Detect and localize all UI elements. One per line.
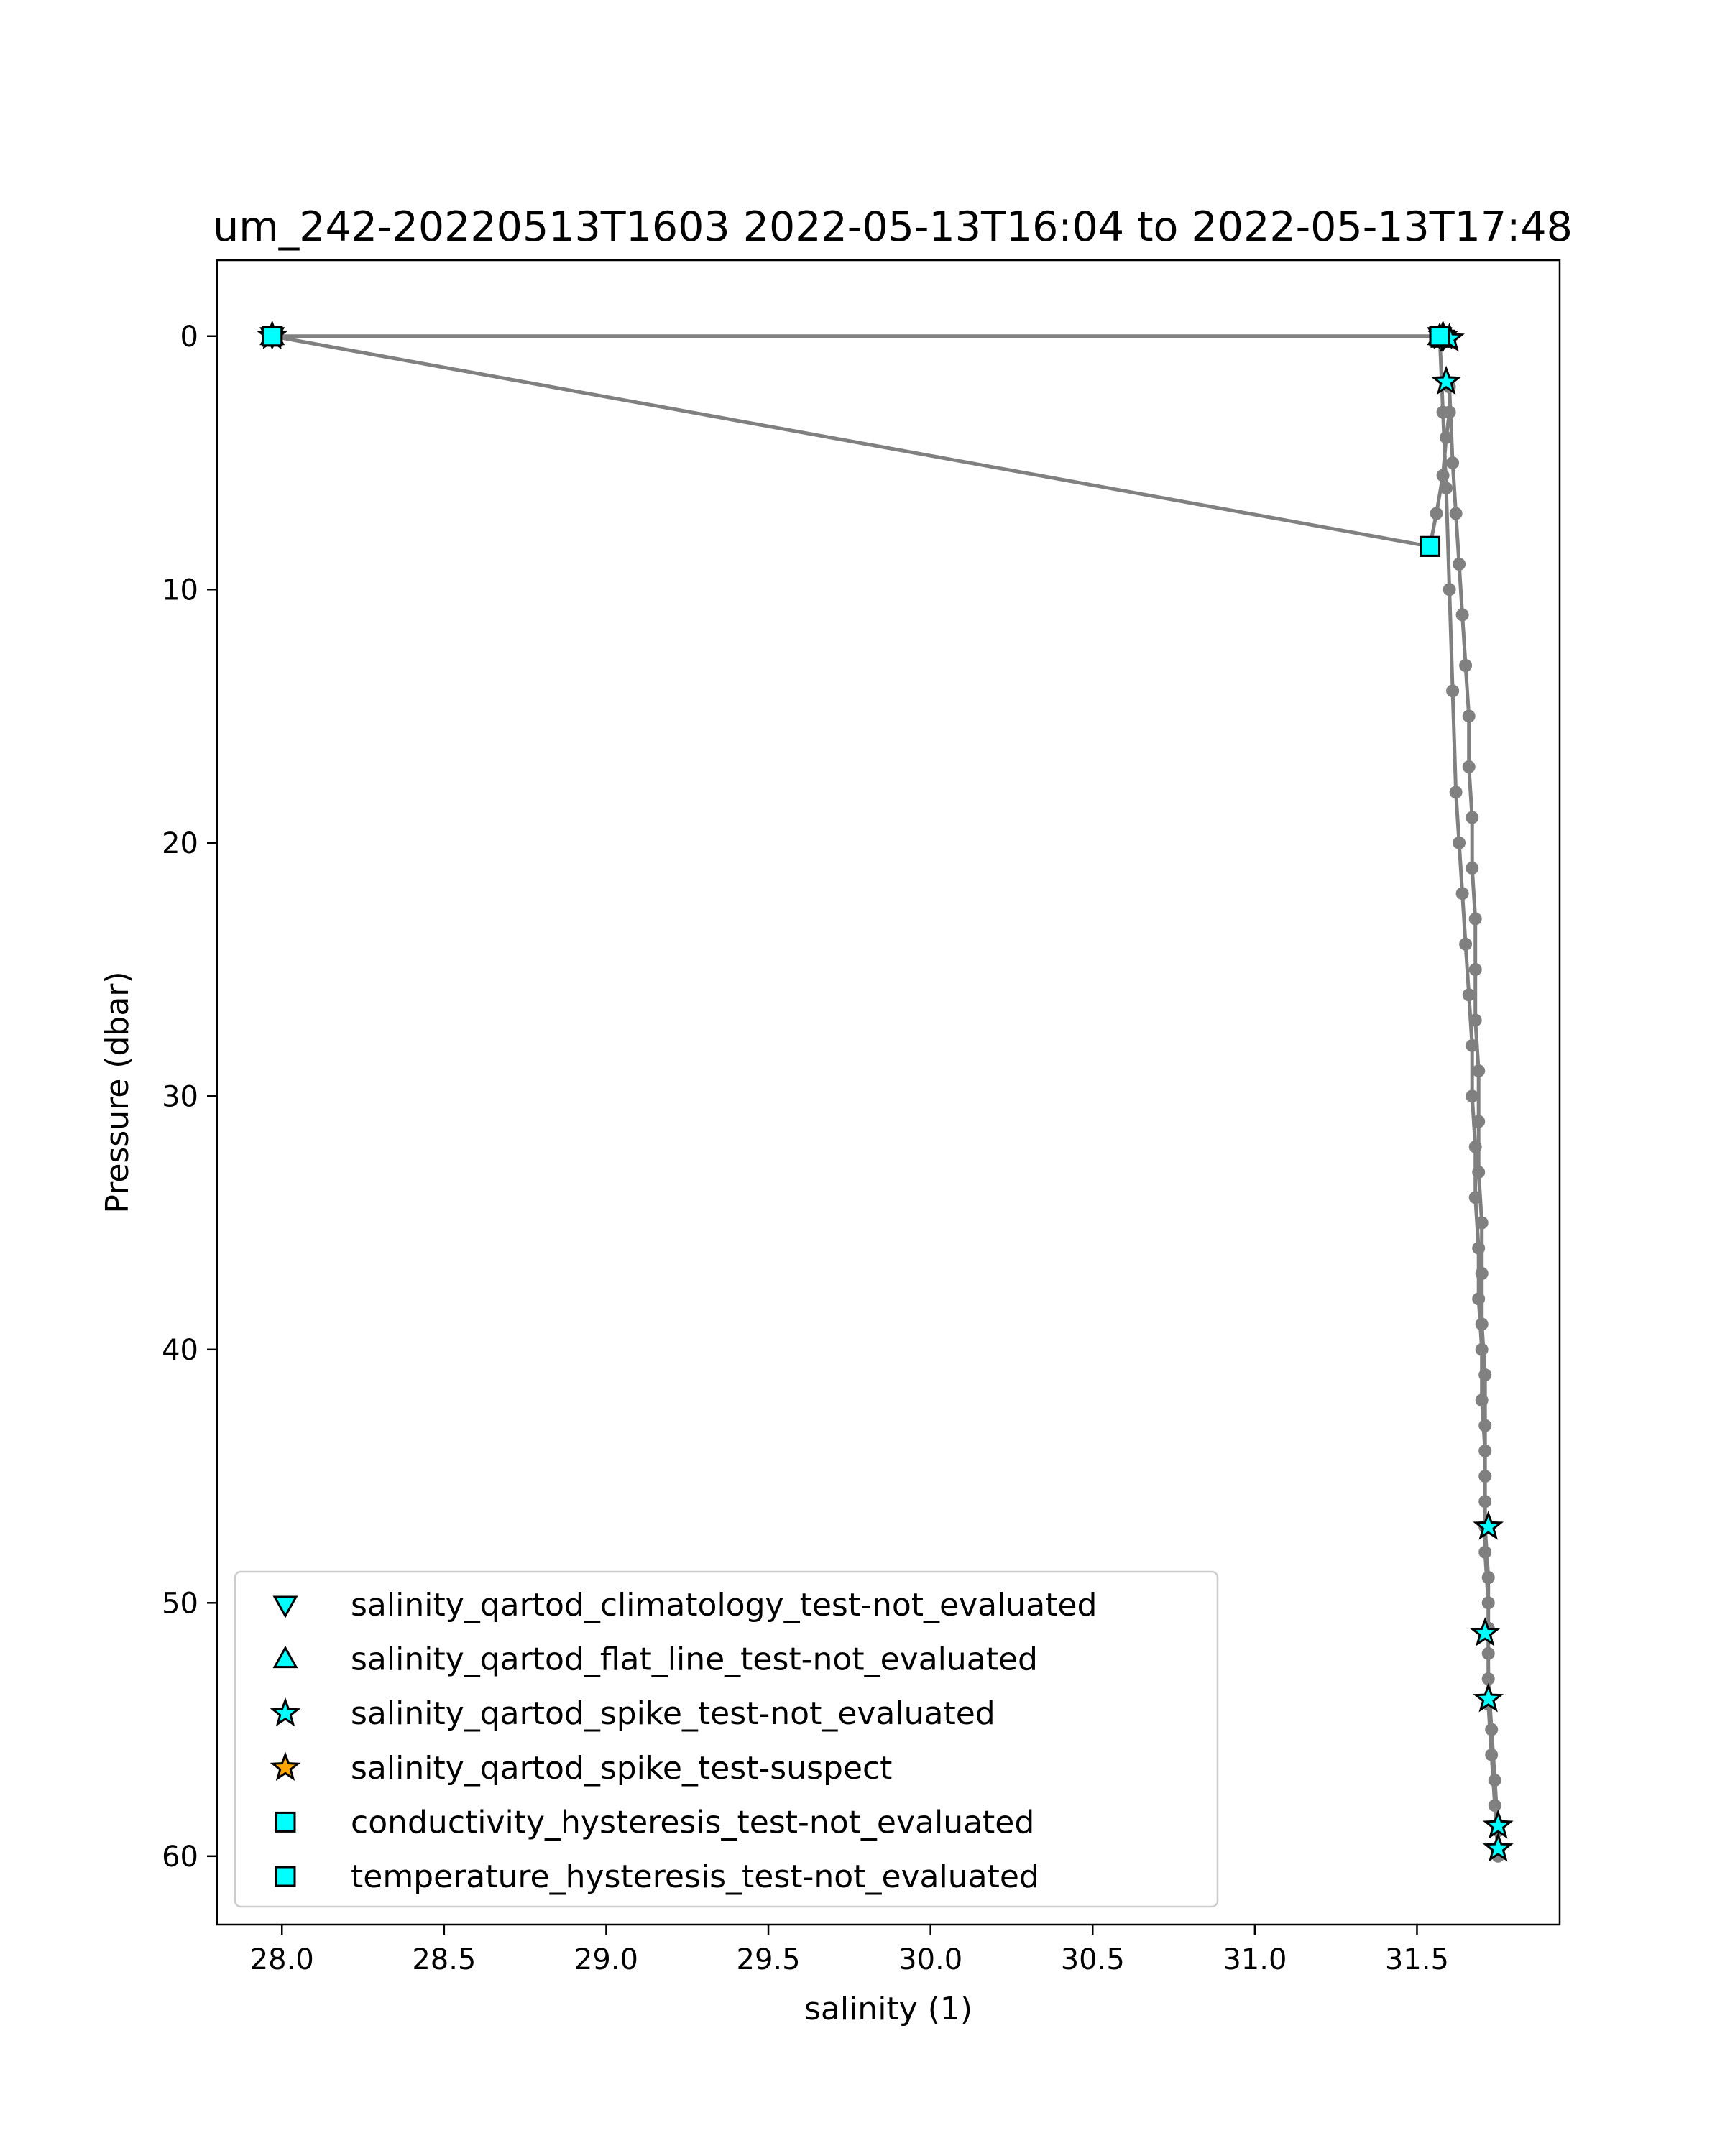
profile-point [1453, 558, 1466, 571]
x-tick-label: 28.5 [412, 1943, 476, 1976]
profile-point [1466, 1089, 1479, 1103]
y-tick-label: 20 [162, 827, 198, 860]
profile-point [1468, 1140, 1482, 1153]
profile-point [1459, 659, 1473, 672]
y-tick-label: 30 [162, 1080, 198, 1113]
profile-point [1475, 1342, 1489, 1356]
profile-point [1485, 1723, 1499, 1736]
legend-marker [270, 1751, 301, 1781]
profile-point [1478, 1495, 1492, 1508]
x-axis-label: salinity (1) [804, 1991, 972, 2027]
profile-point [1455, 887, 1469, 900]
profile-point [1466, 862, 1479, 875]
profile-point [1472, 1241, 1486, 1255]
profile-point [1453, 836, 1466, 849]
x-axis: 28.0 28.5 29.0 29.5 30.0 30.5 31.0 31.5 [250, 1925, 1449, 1976]
profile-point [1481, 1672, 1495, 1686]
profile-point [1478, 1419, 1492, 1432]
profile-point [1488, 1774, 1501, 1787]
x-tick-label: 29.5 [737, 1943, 801, 1976]
profile-point [1478, 1368, 1492, 1382]
profile-point [1430, 507, 1443, 520]
profile-point [1455, 608, 1469, 622]
profile-point [1472, 1064, 1486, 1077]
profile-point [1472, 1292, 1486, 1306]
qc-flag-point [1473, 1682, 1504, 1713]
profile-point [1468, 963, 1482, 976]
chart-title: um_242-20220513T1603 2022-05-13T16:04 to… [213, 203, 1573, 251]
profile-point [1481, 1596, 1495, 1610]
profile-point [1478, 1545, 1492, 1559]
qc-flag-point [262, 326, 283, 347]
profile-point [1485, 1748, 1499, 1761]
plot-frame [216, 259, 1561, 1926]
legend-marker [272, 1645, 298, 1669]
profile-point [1478, 1470, 1492, 1483]
profile-point [1468, 1191, 1482, 1204]
legend-entry: salinity_qartod_spike_test-suspect [351, 1750, 892, 1787]
legend-entry: conductivity_hysteresis_test-not_evaluat… [351, 1804, 1034, 1841]
y-tick-label: 50 [162, 1587, 198, 1620]
profile-point [1443, 583, 1456, 596]
profile-point [1481, 1646, 1495, 1660]
profile-point [1446, 684, 1460, 698]
profile-point [1436, 405, 1450, 419]
qc-flag-point [1429, 326, 1450, 347]
legend-box [234, 1570, 1219, 1908]
qc-flag-point [1482, 1810, 1514, 1839]
y-tick-label: 40 [162, 1334, 198, 1367]
profile-point [1446, 456, 1460, 469]
qc-flag-point [1469, 1617, 1501, 1646]
y-tick-label: 60 [162, 1841, 198, 1874]
legend: salinity_qartod_climatology_test-not_eva… [234, 1570, 1219, 1908]
y-axis-label: Pressure (dbar) [99, 971, 136, 1213]
profile-point [1475, 1317, 1489, 1331]
plot-content [257, 320, 1514, 1863]
profile-point [1440, 482, 1453, 495]
x-tick-label: 30.5 [1061, 1943, 1125, 1976]
x-tick-label: 31.0 [1223, 1943, 1287, 1976]
legend-marker [270, 1697, 301, 1727]
profile-point [1436, 469, 1450, 482]
y-tick-label: 10 [162, 573, 198, 607]
y-tick-label: 0 [180, 321, 198, 354]
x-tick-label: 31.5 [1385, 1943, 1449, 1976]
profile-point [1488, 1799, 1501, 1812]
profile-point [1440, 430, 1453, 444]
profile-point [1466, 1038, 1479, 1052]
legend-entry: salinity_qartod_flat_line_test-not_evalu… [351, 1641, 1038, 1678]
series-temperature_hysteresis_test-not_evaluated [262, 326, 1450, 557]
qc-flag-point [1430, 365, 1462, 395]
qc-flag-point [1482, 1832, 1514, 1862]
legend-marker [275, 1811, 296, 1833]
legend-marker [275, 1866, 296, 1887]
profile-point [1468, 912, 1482, 926]
profile-point [1472, 1115, 1486, 1128]
profile-point [1475, 1393, 1489, 1407]
profile-point [1449, 507, 1463, 520]
x-tick-label: 29.0 [574, 1943, 638, 1976]
profile-point [1462, 709, 1476, 723]
profile-point [1462, 988, 1476, 1002]
qc-flag-point [1420, 535, 1441, 557]
legend-entry: salinity_qartod_spike_test-not_evaluated [351, 1695, 995, 1732]
profile-point [1478, 1444, 1492, 1457]
legend-entry: salinity_qartod_climatology_test-not_eva… [351, 1587, 1097, 1623]
x-tick-label: 30.0 [898, 1943, 962, 1976]
profile-point [1468, 1013, 1482, 1027]
qc-flag-point [1473, 1511, 1504, 1540]
legend-marker [272, 1595, 298, 1618]
profile-point [1466, 811, 1479, 824]
profile-point [1462, 760, 1476, 773]
profile-point [1475, 1267, 1489, 1280]
profile-point [1459, 937, 1473, 951]
profile-point [1475, 1216, 1489, 1230]
legend-entry: temperature_hysteresis_test-not_evaluate… [351, 1858, 1039, 1895]
profile-point [1449, 786, 1463, 799]
profile-point [1481, 1571, 1495, 1585]
profile-point [1472, 1166, 1486, 1179]
y-axis: 0 10 20 30 40 50 60 [162, 321, 217, 1874]
x-tick-label: 28.0 [250, 1943, 314, 1976]
